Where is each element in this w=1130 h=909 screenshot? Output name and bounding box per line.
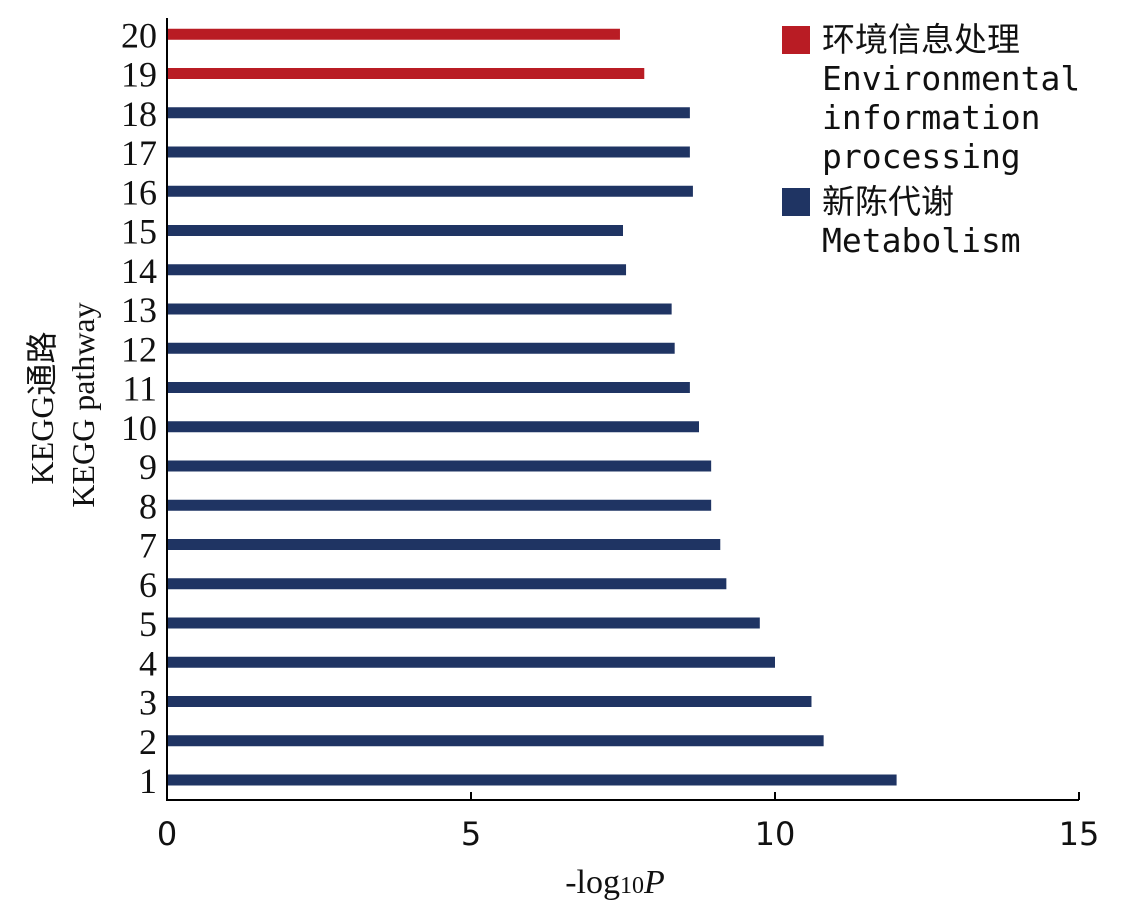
- y-tick-label-1: 1: [139, 761, 157, 801]
- bar-13: [168, 303, 672, 315]
- y-axis-label-en: KEGG pathway: [65, 302, 101, 507]
- x-tick-label-5: 5: [461, 815, 481, 853]
- y-tick-label-11: 11: [122, 369, 157, 409]
- bar-15: [168, 225, 623, 236]
- legend-swatch-environmental: [782, 26, 810, 54]
- y-tick-label-3: 3: [139, 683, 157, 723]
- y-tick-label-12: 12: [121, 329, 157, 369]
- y-tick-label-15: 15: [121, 212, 157, 252]
- y-tick-label-7: 7: [139, 526, 157, 566]
- bar-14: [168, 264, 627, 276]
- bar-6: [168, 578, 727, 590]
- legend-item-metabolism: 新陈代谢 Metabolism: [782, 182, 1080, 260]
- bar-12: [168, 342, 675, 354]
- y-tick-label-2: 2: [139, 722, 157, 762]
- y-tick-label-20: 20: [121, 15, 157, 55]
- legend-label-en-line: Environmental: [822, 59, 1081, 98]
- y-tick-label-19: 19: [121, 55, 157, 95]
- bar-20: [168, 28, 620, 40]
- x-tick-label-15: 15: [1059, 815, 1100, 853]
- bar-3: [168, 696, 812, 707]
- y-tick-label-14: 14: [121, 251, 157, 291]
- legend-swatch-metabolism: [782, 188, 810, 216]
- x-tick-label-0: 0: [157, 815, 177, 853]
- bar-17: [168, 146, 690, 158]
- legend-label-en-line: information: [822, 98, 1041, 137]
- bar-19: [168, 68, 645, 79]
- x-axis-label: -log10P: [565, 864, 665, 901]
- bar-2: [168, 735, 824, 747]
- bar-1: [168, 774, 897, 786]
- bar-4: [168, 656, 775, 668]
- bar-8: [168, 499, 712, 511]
- x-tick-labels: 0 5 10 15: [157, 792, 1100, 853]
- bars-group: [168, 28, 897, 786]
- x-tick-label-10: 10: [755, 815, 796, 853]
- y-tick-label-10: 10: [121, 408, 157, 448]
- legend-item-environmental: 环境信息处理 Environmental information process…: [782, 20, 1080, 176]
- bar-9: [168, 460, 712, 472]
- y-tick-label-8: 8: [139, 486, 157, 526]
- y-tick-label-6: 6: [139, 565, 157, 605]
- y-tick-label-18: 18: [121, 94, 157, 134]
- legend: 环境信息处理 Environmental information process…: [782, 20, 1080, 266]
- legend-label-en-line: processing: [822, 137, 1021, 176]
- bar-11: [168, 382, 690, 393]
- bar-7: [168, 539, 721, 550]
- bar-16: [168, 185, 693, 197]
- legend-label-cn: 环境信息处理: [822, 20, 1020, 59]
- bar-18: [168, 107, 690, 119]
- y-axis-label: KEGG通路 KEGG pathway: [24, 302, 101, 507]
- y-tick-label-17: 17: [121, 133, 157, 173]
- legend-label-en-line: Metabolism: [822, 221, 1021, 260]
- y-axis-label-cn: KEGG通路: [24, 332, 60, 485]
- y-tick-label-4: 4: [139, 643, 157, 683]
- y-tick-label-9: 9: [139, 447, 157, 487]
- y-tick-label-16: 16: [121, 172, 157, 212]
- legend-label-cn: 新陈代谢: [822, 182, 954, 221]
- bar-10: [168, 421, 699, 433]
- y-tick-label-5: 5: [139, 604, 157, 644]
- bar-5: [168, 617, 760, 629]
- y-tick-label-13: 13: [121, 290, 157, 330]
